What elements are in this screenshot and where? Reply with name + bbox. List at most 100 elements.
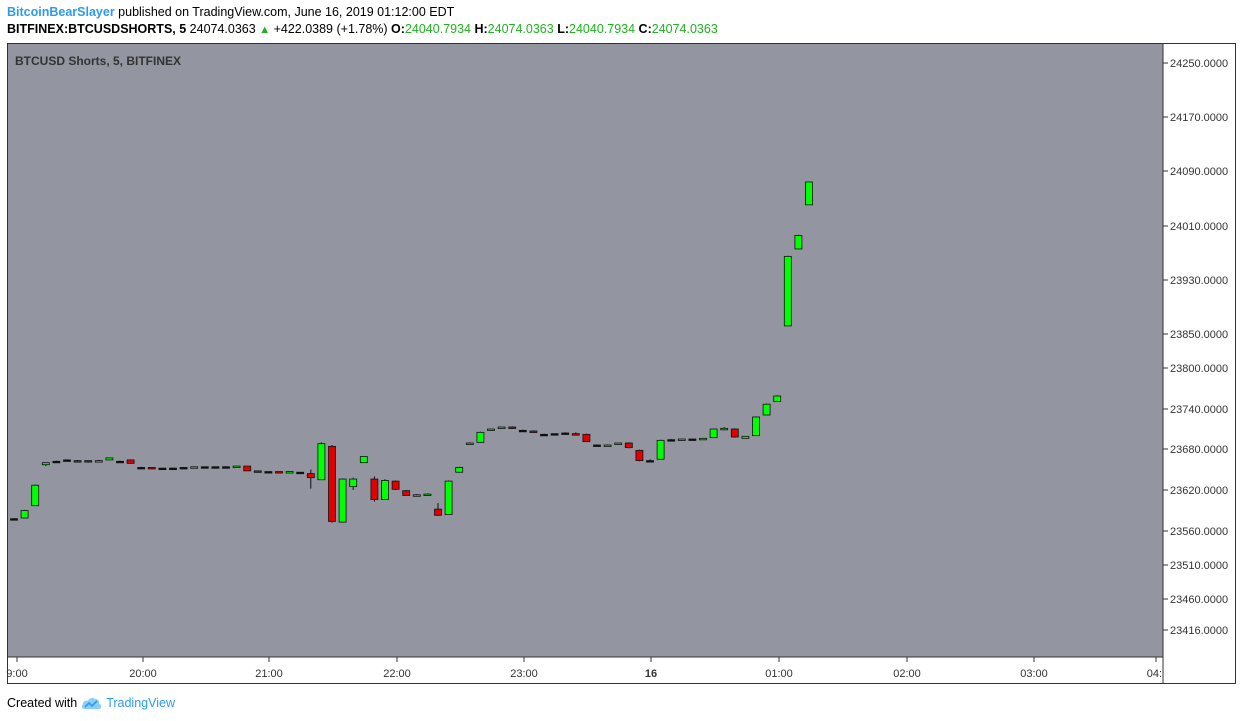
candle[interactable] [359, 456, 368, 464]
candle[interactable] [465, 442, 474, 445]
author-link[interactable]: BitcoinBearSlayer [7, 5, 115, 19]
candle[interactable] [349, 477, 358, 490]
candle[interactable] [624, 442, 633, 449]
candle[interactable] [200, 466, 209, 469]
candle[interactable] [41, 462, 50, 467]
candle[interactable] [423, 493, 432, 497]
candle[interactable] [762, 403, 771, 416]
candle[interactable] [285, 471, 294, 474]
candle[interactable] [31, 484, 40, 507]
candle-body [773, 395, 782, 402]
candle[interactable] [137, 466, 146, 470]
price-tick-label: 23620.0000 [1170, 485, 1228, 497]
candle[interactable] [561, 432, 570, 435]
candle[interactable] [338, 478, 347, 523]
candle-body [359, 456, 368, 464]
candle[interactable] [243, 465, 252, 472]
candle[interactable] [805, 181, 813, 206]
candle[interactable] [63, 459, 71, 462]
candle[interactable] [603, 444, 612, 447]
candle[interactable] [317, 442, 326, 481]
candle[interactable] [720, 427, 729, 431]
candle[interactable] [529, 430, 538, 433]
candle[interactable] [169, 467, 177, 471]
candle[interactable] [635, 449, 644, 462]
time-axis[interactable]: 9:00 20:00 21:00 22:00 23:00 16 01:00 02:00 03:0… [6, 657, 1162, 680]
tradingview-link[interactable]: TradingView [106, 696, 175, 710]
candle[interactable] [487, 428, 495, 431]
last-price: 24074.0363 [189, 22, 256, 36]
candle[interactable] [84, 460, 93, 463]
candle-body [603, 444, 612, 447]
candle[interactable] [582, 433, 591, 443]
price-axis[interactable]: 24250.0000 24170.0000 24090.0000 24010.0000… [1163, 58, 1228, 637]
candle[interactable] [275, 471, 283, 474]
candle[interactable] [381, 479, 389, 500]
candle[interactable] [677, 438, 686, 441]
candle[interactable] [10, 518, 18, 521]
candle[interactable] [402, 490, 411, 496]
candle-body [752, 416, 760, 437]
candle[interactable] [476, 431, 485, 443]
candle[interactable] [126, 459, 135, 465]
candle[interactable] [741, 435, 750, 439]
candle[interactable] [688, 438, 697, 441]
candle[interactable] [52, 460, 61, 464]
candle[interactable] [656, 439, 665, 460]
candle-body [137, 467, 146, 470]
candle[interactable] [94, 459, 103, 463]
candle[interactable] [370, 476, 379, 502]
candle[interactable] [253, 470, 262, 473]
candle[interactable] [730, 428, 739, 438]
candle[interactable] [593, 444, 601, 447]
candle-body [126, 459, 135, 464]
candle[interactable] [709, 428, 718, 439]
candle[interactable] [147, 467, 156, 470]
candle[interactable] [699, 437, 707, 441]
candle[interactable] [306, 469, 315, 489]
candle[interactable] [518, 429, 527, 433]
candle[interactable] [264, 471, 273, 474]
candle-body [497, 426, 506, 429]
candle[interactable] [434, 502, 442, 516]
candle-body [614, 442, 623, 445]
candle[interactable] [391, 480, 400, 490]
candle[interactable] [211, 466, 220, 469]
candle[interactable] [646, 459, 654, 463]
candle[interactable] [773, 395, 782, 402]
candle[interactable] [752, 416, 760, 437]
candle[interactable] [783, 255, 792, 327]
candle[interactable] [328, 445, 336, 523]
created-with-text: Created with [7, 696, 78, 710]
candle-body [275, 471, 283, 474]
candle[interactable] [667, 439, 676, 442]
candle[interactable] [444, 480, 453, 516]
candle-body [349, 478, 358, 487]
price-tick-label: 23680.0000 [1170, 444, 1228, 456]
candle[interactable] [540, 433, 548, 437]
candle[interactable] [179, 467, 188, 470]
candle[interactable] [232, 465, 241, 468]
candle[interactable] [73, 459, 82, 463]
candle[interactable] [105, 457, 114, 461]
candle[interactable] [116, 460, 124, 464]
candle[interactable] [20, 509, 29, 519]
candle-body [63, 459, 71, 462]
candle[interactable] [412, 494, 421, 497]
candle[interactable] [158, 467, 167, 471]
candle[interactable] [571, 432, 580, 436]
plot-area[interactable] [7, 43, 1163, 657]
candle[interactable] [794, 234, 803, 250]
candle[interactable] [455, 466, 464, 473]
high-value: 24074.0363 [487, 22, 554, 36]
candle[interactable] [497, 426, 506, 429]
candle[interactable] [190, 466, 199, 469]
candle[interactable] [222, 466, 230, 469]
candles-group [10, 181, 813, 523]
candle[interactable] [508, 426, 517, 429]
candle[interactable] [550, 433, 559, 436]
candle-body [232, 465, 241, 468]
candle[interactable] [296, 471, 305, 475]
candle[interactable] [614, 442, 623, 445]
